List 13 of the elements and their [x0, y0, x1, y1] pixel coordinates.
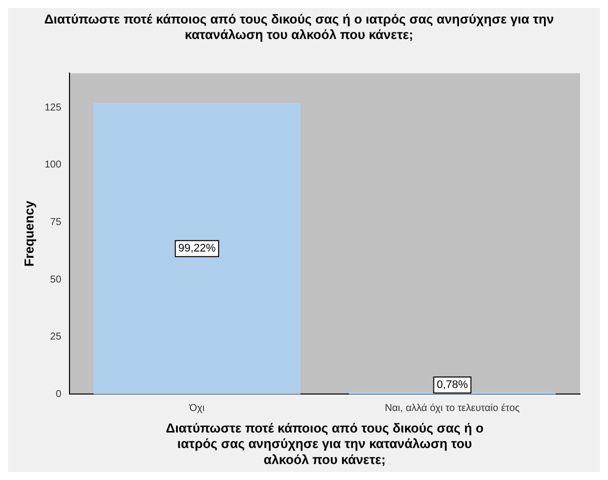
annotation: 0,78% — [436, 379, 468, 392]
y-tick-label: 100 — [44, 160, 62, 171]
y-tick-label: 0 — [56, 388, 62, 400]
x-axis-title: Διατύπωστε ποτέ κάποιος από τους δικούς σας ή ο ιατρός σας ανησύχησε για την κατανάλωση του αλκοόλ που κάνετε; — [166, 420, 484, 467]
annotation: 99,22% — [178, 242, 216, 255]
y-tick-label: 25 — [50, 332, 62, 343]
y-axis-title: Frequency — [21, 200, 36, 267]
x-tick-label: Ναι, αλλά όχι το τελευταίο έτος — [384, 402, 520, 414]
x-tick-label: Όχι — [188, 402, 205, 414]
y-tick-label: 75 — [50, 216, 62, 228]
y-tick-label: 50 — [50, 274, 62, 286]
y-tick-label: 125 — [44, 102, 62, 114]
chart-title: Διατύπωστε ποτέ κάποιος από τους δικούς σας ή ο ιατρός σας ανησύχησε για την κατανάλωση του αλκοόλ που κάνετε; — [44, 11, 554, 42]
